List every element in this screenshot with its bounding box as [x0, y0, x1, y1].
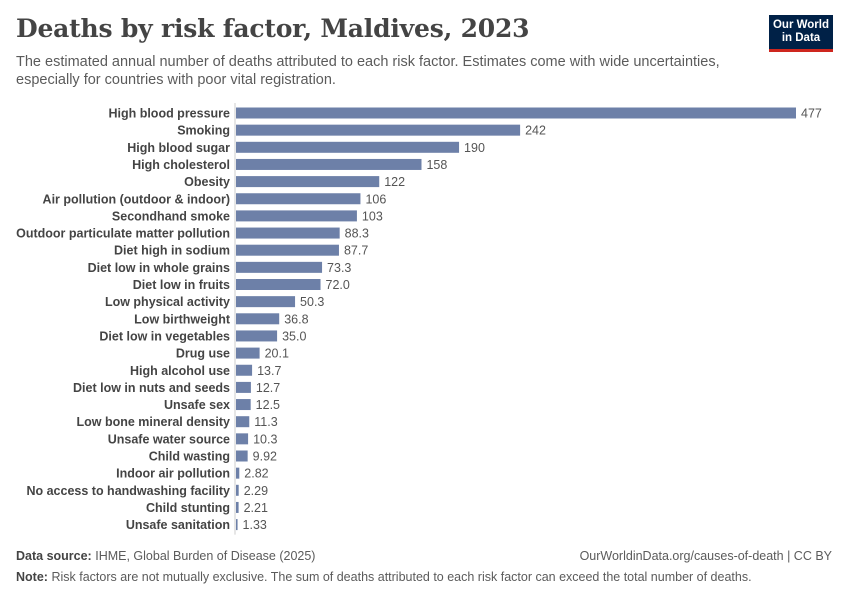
value-label: 2.82: [244, 467, 268, 481]
bar[interactable]: [236, 313, 280, 325]
bar-chart: High blood pressure 477 Smoking 242 High blo…: [16, 103, 822, 535]
value-label: 88.3: [345, 227, 369, 241]
data-source: Data source: IHME, Global Burden of Dise…: [16, 549, 315, 563]
value-label: 87.7: [344, 244, 368, 258]
bar[interactable]: [236, 519, 238, 531]
category-label: Low physical activity: [105, 295, 230, 309]
value-label: 35.0: [282, 329, 306, 343]
bar[interactable]: [236, 107, 796, 119]
bar[interactable]: [236, 501, 239, 513]
category-label: Diet low in nuts and seeds: [73, 381, 230, 395]
category-label: No access to handwashing facility: [26, 484, 230, 498]
bar[interactable]: [236, 330, 278, 342]
bar[interactable]: [236, 467, 240, 479]
value-label: 20.1: [265, 347, 289, 361]
chart-title: Deaths by risk factor, Maldives, 2023: [16, 14, 530, 43]
source-url[interactable]: OurWorldinData.org/causes-of-death | CC …: [579, 549, 832, 563]
logo-line-1: Our World: [772, 19, 829, 31]
bars-layer: High blood pressure 477 Smoking 242 High blo…: [16, 103, 822, 535]
value-label: 12.7: [256, 381, 280, 395]
chart-note: Note: Risk factors are not mutually excl…: [16, 570, 752, 584]
bar[interactable]: [236, 244, 339, 256]
category-label: Air pollution (outdoor & indoor): [43, 192, 230, 206]
value-label: 73.3: [327, 261, 351, 275]
category-label: Smoking: [177, 124, 230, 138]
value-label: 158: [426, 158, 447, 172]
category-label: Obesity: [184, 175, 230, 189]
category-label: High blood sugar: [127, 141, 230, 155]
bar[interactable]: [236, 279, 321, 290]
bar[interactable]: [236, 399, 251, 411]
value-label: 9.92: [253, 450, 277, 464]
category-label: Unsafe sex: [164, 398, 230, 412]
bar[interactable]: [236, 484, 239, 496]
logo-line-2: in Data: [781, 32, 821, 44]
bar[interactable]: [236, 210, 357, 222]
chart-subtitle: The estimated annual number of deaths at…: [16, 54, 720, 88]
note-label: Note:: [16, 570, 48, 584]
category-label: Outdoor particulate matter pollution: [16, 227, 230, 241]
bar[interactable]: [236, 141, 460, 153]
category-label: Indoor air pollution: [116, 467, 230, 481]
value-label: 106: [365, 192, 386, 206]
category-label: High alcohol use: [130, 364, 230, 378]
value-label: 477: [801, 107, 822, 121]
category-label: Child stunting: [146, 501, 230, 515]
value-label: 13.7: [257, 364, 281, 378]
value-label: 2.21: [244, 501, 268, 515]
category-label: High blood pressure: [108, 107, 230, 121]
value-label: 10.3: [253, 432, 277, 446]
category-label: Low bone mineral density: [77, 415, 231, 429]
data-source-text[interactable]: IHME, Global Burden of Disease (2025): [95, 549, 316, 563]
category-label: Child wasting: [149, 450, 230, 464]
bar[interactable]: [236, 416, 250, 428]
bar[interactable]: [236, 347, 260, 359]
value-label: 36.8: [284, 312, 308, 326]
bar[interactable]: [236, 433, 249, 445]
value-label: 122: [384, 175, 405, 189]
bar[interactable]: [236, 193, 361, 205]
value-label: 50.3: [300, 295, 324, 309]
bar[interactable]: [236, 450, 248, 462]
category-label: Diet low in vegetables: [99, 329, 230, 343]
category-label: Diet low in fruits: [133, 278, 230, 292]
bar[interactable]: [236, 381, 251, 393]
value-label: 190: [464, 141, 485, 155]
value-label: 11.3: [254, 415, 277, 429]
bar[interactable]: [236, 176, 380, 188]
category-label: Diet high in sodium: [114, 244, 230, 258]
value-label: 72.0: [326, 278, 350, 292]
category-label: Diet low in whole grains: [88, 261, 230, 275]
value-label: 103: [362, 209, 383, 223]
note-text: Risk factors are not mutually exclusive.…: [51, 570, 752, 584]
bar[interactable]: [236, 364, 253, 376]
data-source-label: Data source:: [16, 549, 92, 563]
bar[interactable]: [236, 227, 340, 239]
category-label: High cholesterol: [132, 158, 230, 172]
category-label: Low birthweight: [134, 312, 231, 326]
category-label: Secondhand smoke: [112, 209, 230, 223]
value-label: 1.33: [243, 518, 267, 532]
value-label: 12.5: [256, 398, 280, 412]
category-label: Unsafe sanitation: [126, 518, 230, 532]
category-label: Drug use: [176, 347, 230, 361]
owid-logo[interactable]: Our World in Data: [769, 15, 833, 52]
bar[interactable]: [236, 296, 296, 308]
value-label: 2.29: [244, 484, 268, 498]
bar[interactable]: [236, 124, 521, 136]
value-label: 242: [525, 124, 546, 138]
bar[interactable]: [236, 261, 323, 273]
category-label: Unsafe water source: [108, 432, 230, 446]
bar[interactable]: [236, 158, 422, 170]
